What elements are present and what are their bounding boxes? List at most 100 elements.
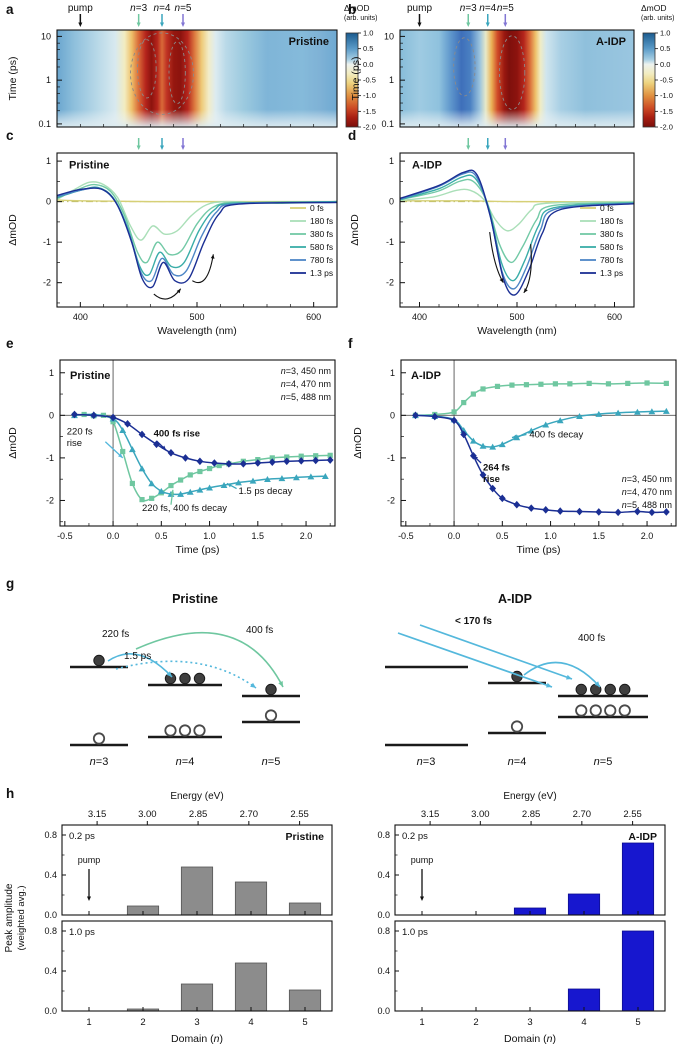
svg-text:n=3, 450 nm: n=3, 450 nm: [281, 366, 331, 376]
svg-text:pump: pump: [411, 855, 434, 865]
svg-text:n=5: n=5: [262, 756, 281, 768]
svg-text:0: 0: [389, 197, 394, 207]
svg-text:A-IDP: A-IDP: [498, 592, 532, 606]
hole-circle: [604, 704, 617, 717]
electron-circle: [179, 672, 191, 685]
svg-text:0.0: 0.0: [448, 531, 461, 541]
svg-text:n=4: n=4: [154, 3, 171, 14]
panel-label-d: d: [348, 128, 357, 143]
svg-text:1: 1: [389, 75, 394, 85]
energy-transfer-schematic-panel: Pristine n=3 n=4 n=5 220 fs 1.5 ps 400 fs A-IDP…: [0, 575, 685, 783]
svg-text:-2: -2: [46, 495, 54, 505]
svg-text:1: 1: [86, 1017, 91, 1028]
svg-text:0.0: 0.0: [377, 1006, 390, 1016]
svg-text:0.0: 0.0: [107, 531, 120, 541]
fit-n=4, 470 nm: [74, 413, 326, 496]
svg-text:0.4: 0.4: [44, 966, 57, 976]
curve-180 fs: [400, 188, 634, 232]
svg-text:-0.5: -0.5: [363, 76, 376, 85]
svg-text:0.0: 0.0: [44, 910, 57, 920]
electron-circle: [575, 683, 587, 696]
bar-n3: [180, 983, 214, 1012]
svg-text:3.15: 3.15: [421, 809, 440, 820]
schematic: Pristine n=3 n=4 n=5 220 fs 1.5 ps 400 fs A-IDP…: [70, 592, 648, 768]
svg-text:1: 1: [390, 368, 395, 378]
svg-text:1.0 ps: 1.0 ps: [402, 927, 428, 938]
svg-text:n=5: n=5: [594, 756, 613, 768]
curve-380 fs: [57, 183, 337, 264]
svg-text:500: 500: [189, 312, 204, 322]
svg-text:A-IDP: A-IDP: [411, 370, 441, 382]
svg-text:0.8: 0.8: [44, 830, 57, 840]
svg-text:0 fs: 0 fs: [600, 203, 614, 213]
svg-text:2.0: 2.0: [641, 531, 654, 541]
panel-label-a: a: [6, 2, 14, 17]
svg-text:1.5: 1.5: [252, 531, 265, 541]
svg-text:400 fs rise: 400 fs rise: [154, 429, 200, 440]
svg-text:1: 1: [389, 156, 394, 166]
hole-circle: [510, 720, 524, 733]
electron-circle: [604, 683, 616, 696]
svg-text:-1.5: -1.5: [363, 107, 376, 116]
svg-text:Domain (n): Domain (n): [504, 1033, 556, 1045]
svg-text:1.3 ps: 1.3 ps: [310, 268, 333, 278]
svg-text:n=3: n=3: [417, 756, 436, 768]
bar-n3: [180, 866, 214, 916]
panel-label-c: c: [6, 128, 14, 143]
svg-text:Pristine: Pristine: [289, 36, 329, 48]
bar-n4: [234, 962, 268, 1012]
series-curves: [57, 181, 337, 289]
svg-text:-1: -1: [46, 453, 54, 463]
svg-text:0.0: 0.0: [377, 910, 390, 920]
svg-text:1.0: 1.0: [363, 29, 373, 38]
svg-text:-2: -2: [387, 495, 395, 505]
svg-text:n=3, 450 nm: n=3, 450 nm: [622, 474, 672, 484]
electron-circle: [619, 683, 631, 696]
svg-text:0.8: 0.8: [377, 830, 390, 840]
svg-text:-1: -1: [386, 237, 394, 247]
svg-text:3.00: 3.00: [471, 809, 490, 820]
heatmap-a-idp: 10 1 0.1 Time (ps) A-IDP pump n=3 n=4 n=5 1.0 0.5 0…: [350, 3, 674, 132]
kinetics-aidp-panel: 1 0 -1 -2 -0.5 0.0 0.5 1.0 1.5 2.0 Time (ps) ΔmOD A-…: [345, 344, 685, 572]
svg-text:180 fs: 180 fs: [600, 216, 623, 226]
svg-text:0.5: 0.5: [496, 531, 509, 541]
bar-n5: [621, 842, 655, 916]
svg-text:0.0: 0.0: [363, 60, 373, 69]
spectra-pristine: 1 0 -1 -2 400 500 600 Wavelength (nm) ΔmOD Pristi…: [7, 138, 338, 337]
svg-text:rise: rise: [483, 474, 500, 485]
svg-text:Time (ps): Time (ps): [517, 544, 561, 556]
svg-text:Peak amplitude: Peak amplitude: [4, 883, 15, 952]
panel-label-h: h: [6, 786, 15, 801]
svg-text:220 fs: 220 fs: [67, 426, 93, 437]
hole-circle: [618, 704, 631, 717]
svg-text:1.5 ps: 1.5 ps: [124, 651, 151, 662]
svg-text:2: 2: [473, 1017, 478, 1028]
svg-text:0: 0: [390, 410, 395, 420]
svg-text:2.0: 2.0: [300, 531, 313, 541]
svg-text:n=3: n=3: [90, 756, 109, 768]
svg-text:400 fs decay: 400 fs decay: [529, 429, 583, 440]
bar-n4: [234, 881, 268, 916]
svg-text:rise: rise: [67, 438, 82, 449]
svg-text:0.8: 0.8: [377, 926, 390, 936]
svg-text:400: 400: [73, 312, 88, 322]
curve-580 fs: [400, 174, 634, 282]
svg-text:2.85: 2.85: [522, 809, 541, 820]
panel-label-f: f: [348, 336, 353, 351]
contour-line: [498, 35, 526, 110]
svg-text:Pristine: Pristine: [69, 159, 109, 171]
svg-text:-2: -2: [43, 278, 51, 288]
svg-text:Domain (n): Domain (n): [171, 1033, 223, 1045]
svg-text:n=4: n=4: [176, 756, 195, 768]
svg-text:1.0: 1.0: [544, 531, 557, 541]
svg-text:0: 0: [49, 410, 54, 420]
svg-text:2.70: 2.70: [240, 809, 259, 820]
svg-text:-1: -1: [43, 237, 51, 247]
svg-text:2.70: 2.70: [573, 809, 592, 820]
kinetics-pristine-panel: 1 0 -1 -2 -0.5 0.0 0.5 1.0 1.5 2.0 Time (ps) ΔmOD Pr…: [0, 344, 345, 572]
svg-text:-2.0: -2.0: [660, 123, 673, 132]
svg-text:A-IDP: A-IDP: [596, 36, 626, 48]
svg-text:(arb. units): (arb. units): [641, 15, 674, 22]
heatmap-pristine: 10 1 0.1 Time (ps) Pristine pump n=3 n=4 n=5 1.0 0…: [7, 3, 377, 132]
